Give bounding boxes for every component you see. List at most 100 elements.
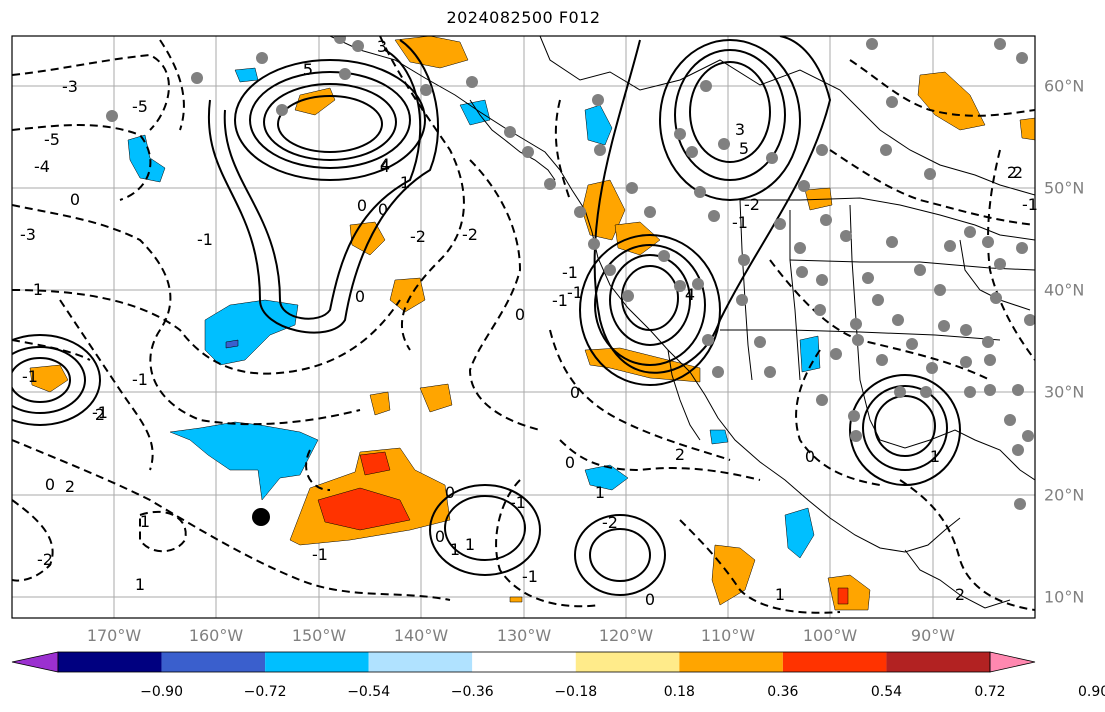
contour-label: 0 bbox=[515, 305, 525, 324]
contour-label: 1 bbox=[775, 585, 785, 604]
longitude-label: 160°W bbox=[188, 626, 244, 645]
longitude-label: 100°W bbox=[802, 626, 858, 645]
colorbar-tick-label: 0.90 bbox=[1077, 684, 1105, 700]
colorbar-segment bbox=[368, 652, 473, 672]
contour-label: -2 bbox=[37, 550, 53, 569]
contour-label: 0 bbox=[70, 190, 80, 209]
colorbar-segment bbox=[58, 652, 162, 672]
contour-label: 0 bbox=[645, 590, 655, 609]
contour-label: 5 bbox=[303, 60, 313, 79]
storm-marker bbox=[252, 508, 270, 526]
latitude-label: 50°N bbox=[1044, 178, 1085, 198]
contour-label: 2 bbox=[1013, 163, 1023, 182]
contour-label: -1 bbox=[1022, 195, 1038, 214]
longitude-label: 140°W bbox=[393, 626, 449, 645]
contour-label: 1 bbox=[33, 280, 43, 299]
colorbar-tick-label: −0.18 bbox=[554, 684, 598, 700]
contour-label: 2 bbox=[65, 477, 75, 496]
positive-contours bbox=[12, 36, 961, 596]
contour-label: 0 bbox=[805, 447, 815, 466]
map-frame bbox=[11, 35, 1036, 619]
contour-label: -1 bbox=[22, 367, 38, 386]
contour-label: 0 bbox=[378, 200, 388, 219]
longitude-label: 150°W bbox=[291, 626, 347, 645]
colorbar-tick-label: 0.36 bbox=[767, 684, 799, 700]
station-dots bbox=[106, 36, 1035, 510]
contour-label: 0 bbox=[565, 453, 575, 472]
contour-label: 0 bbox=[570, 383, 580, 402]
latitude-label: 20°N bbox=[1044, 485, 1085, 505]
colorbar-segment bbox=[265, 652, 369, 672]
contour-label: 2 bbox=[675, 445, 685, 464]
colorbar-tick-label: −0.90 bbox=[140, 684, 183, 700]
contour-label: -1 bbox=[562, 263, 578, 282]
contour-label: -1 bbox=[567, 283, 583, 302]
contour-label: -2 bbox=[462, 225, 478, 244]
contour-label: -2 bbox=[602, 513, 618, 532]
contour-label: 0 bbox=[45, 475, 55, 494]
contour-label: 4 bbox=[380, 155, 390, 174]
colorbar-tick-label: −0.72 bbox=[243, 684, 287, 700]
contour-label: -3 bbox=[62, 77, 78, 96]
contour-label: 0 bbox=[357, 196, 367, 215]
colorbar-segment bbox=[679, 652, 783, 672]
contour-label: -1 bbox=[92, 403, 108, 422]
contour-label: 2 bbox=[95, 405, 105, 424]
contour-label: 5 bbox=[739, 139, 749, 158]
longitude-label: 120°W bbox=[598, 626, 654, 645]
contour-label: 3 bbox=[735, 120, 745, 139]
colorbar-segment bbox=[472, 652, 576, 672]
latitude-label: 10°N bbox=[1044, 587, 1085, 607]
colorbar-tick-label: 0.72 bbox=[974, 684, 1006, 700]
contour-label: 4 bbox=[685, 285, 695, 304]
colorbar-extend-low bbox=[11, 651, 59, 673]
longitude-label: 130°W bbox=[496, 626, 552, 645]
contour-label: -1 bbox=[732, 213, 748, 232]
latitude-label: 40°N bbox=[1044, 280, 1085, 300]
contour-label: -1 bbox=[312, 545, 328, 564]
colorbar-segment bbox=[575, 652, 680, 672]
contour-label: -1 bbox=[132, 370, 148, 389]
longitude-label: 90°W bbox=[910, 626, 956, 645]
colorbar-segment bbox=[161, 652, 266, 672]
latitude-label: 60°N bbox=[1044, 76, 1085, 96]
contour-label: 1 bbox=[450, 540, 460, 559]
map-title: 2024082500 F012 bbox=[446, 8, 601, 27]
colorbar-tick-label: 0.18 bbox=[663, 684, 695, 700]
contour-label: -3 bbox=[20, 225, 36, 244]
contour-label: 1 bbox=[930, 447, 940, 466]
shaded-field bbox=[29, 36, 1035, 611]
contour-label: -5 bbox=[132, 97, 148, 116]
contour-label: 2 bbox=[1007, 163, 1017, 182]
contour-label: 0 bbox=[435, 527, 445, 546]
contour-label: -5 bbox=[44, 130, 60, 149]
contour-label: -2 bbox=[744, 195, 760, 214]
latitude-label: 30°N bbox=[1044, 382, 1085, 402]
colorbar-outline bbox=[57, 651, 991, 673]
colorbar-segment bbox=[886, 652, 990, 672]
colorbar-tick-label: −0.36 bbox=[450, 684, 494, 700]
longitude-label: 110°W bbox=[700, 626, 756, 645]
contour-label: -1 bbox=[552, 291, 568, 310]
contour-label: 1 bbox=[400, 173, 410, 192]
contour-label: 1 bbox=[135, 575, 145, 594]
contour-label: 1 bbox=[140, 512, 150, 531]
colorbar-extend-high bbox=[989, 651, 1036, 673]
negative-contours bbox=[12, 36, 1035, 614]
colorbar bbox=[11, 651, 1036, 673]
contour-label: 4 bbox=[380, 157, 390, 176]
contour-label: 5 bbox=[303, 60, 313, 79]
contour-label: 0 bbox=[355, 287, 365, 306]
colorbar-segment bbox=[782, 652, 887, 672]
colorbar-tick-label: 0.54 bbox=[870, 684, 903, 700]
contour-label: 0 bbox=[445, 483, 455, 502]
contour-labels: -5-3-4-5-335410-2-121-210-101-210-12345-… bbox=[20, 37, 1038, 609]
contour-label: -1 bbox=[197, 230, 213, 249]
longitude-label: 170°W bbox=[86, 626, 142, 645]
contour-label: 1 bbox=[465, 535, 475, 554]
colorbar-tick-label: −0.54 bbox=[347, 684, 391, 700]
contour-label: -4 bbox=[34, 157, 50, 176]
contour-label: 3 bbox=[377, 37, 387, 56]
contour-label: 2 bbox=[955, 585, 965, 604]
